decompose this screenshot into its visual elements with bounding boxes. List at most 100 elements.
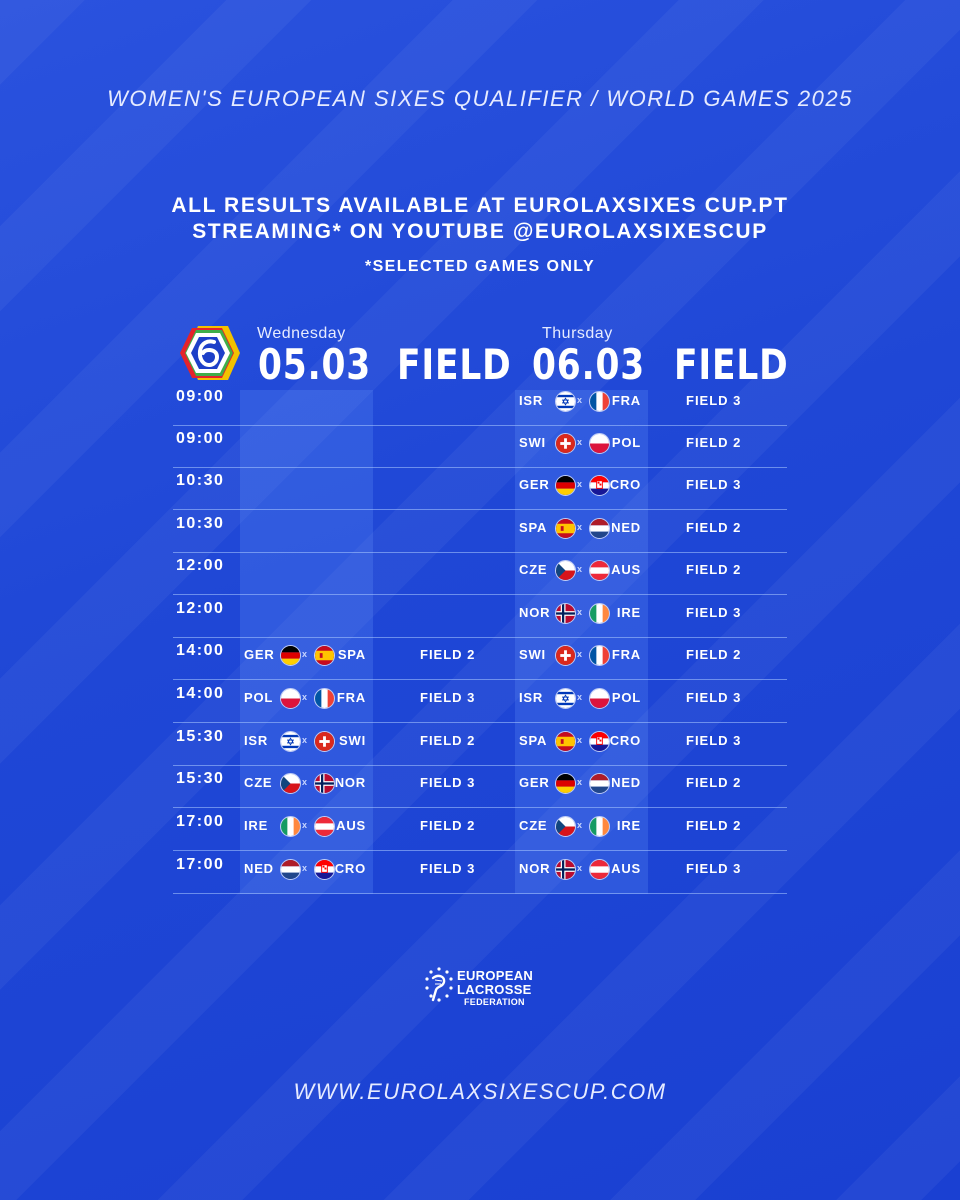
match-cell[interactable]: CZE x NOR xyxy=(240,771,370,795)
versus-mark: x xyxy=(577,777,583,787)
norway-flag-icon xyxy=(555,603,576,624)
day2-field: FIELD 2 xyxy=(686,520,742,535)
team-away: AUS xyxy=(611,861,641,876)
team-away: FRA xyxy=(611,647,641,662)
match-cell[interactable]: POL x FRA xyxy=(240,686,370,710)
croatia-flag-icon xyxy=(589,731,610,752)
match-cell[interactable]: NOR x IRE xyxy=(515,601,645,625)
day2-name: Thursday xyxy=(542,325,613,342)
versus-mark: x xyxy=(577,649,583,659)
croatia-flag-icon xyxy=(589,475,610,496)
ireland-flag-icon xyxy=(280,816,301,837)
match-time: 17:00 xyxy=(176,813,225,830)
team-away: CRO xyxy=(609,733,641,748)
versus-mark: x xyxy=(577,863,583,873)
selected-games-note: *SELECTED GAMES ONLY xyxy=(364,258,596,275)
versus-mark: x xyxy=(577,522,583,532)
netherlands-flag-icon xyxy=(280,859,301,880)
table-row: 09:00 ISR x FRA FIELD 3 xyxy=(173,383,787,426)
team-home: CZE xyxy=(244,775,273,790)
match-cell[interactable]: NOR x AUS xyxy=(515,857,645,881)
federation-name-line2: LACROSSE xyxy=(457,982,532,997)
team-home: GER xyxy=(244,647,275,662)
match-time: 14:00 xyxy=(176,685,225,702)
croatia-flag-icon xyxy=(314,859,335,880)
match-cell[interactable]: NED x CRO xyxy=(240,857,370,881)
match-cell[interactable]: GER x CRO xyxy=(515,473,645,497)
poland-flag-icon xyxy=(589,433,610,454)
match-cell[interactable]: IRE x AUS xyxy=(240,814,370,838)
match-time: 15:30 xyxy=(176,770,225,787)
match-time: 10:30 xyxy=(176,472,225,489)
team-home: SPA xyxy=(519,733,548,748)
table-row: 12:00 CZE x AUS FIELD 2 xyxy=(173,552,787,595)
lacrosse-federation-icon xyxy=(425,967,453,1002)
match-cell[interactable]: SPA x NED xyxy=(515,516,645,540)
table-row: 15:30 CZE x NOR FIELD 3 GER x NED FIELD 2 xyxy=(173,765,787,808)
day2-field: FIELD 2 xyxy=(686,435,742,450)
versus-mark: x xyxy=(302,777,308,787)
day1-field: FIELD 3 xyxy=(420,775,476,790)
team-away: AUS xyxy=(611,562,641,577)
germany-flag-icon xyxy=(555,773,576,794)
day1-field: FIELD 3 xyxy=(420,690,476,705)
results-line: ALL RESULTS AVAILABLE AT EUROLAXSIXES CU… xyxy=(171,194,789,217)
match-cell[interactable]: ISR x POL xyxy=(515,686,645,710)
team-away: FRA xyxy=(611,393,641,408)
match-time: 14:00 xyxy=(176,642,225,659)
federation-logo: EUROPEAN LACROSSE FEDERATION xyxy=(424,966,540,1010)
match-cell[interactable]: CZE x AUS xyxy=(515,558,645,582)
netherlands-flag-icon xyxy=(589,773,610,794)
spain-flag-icon xyxy=(555,518,576,539)
israel-flag-icon xyxy=(555,391,576,412)
table-row: 10:30 SPA x NED FIELD 2 xyxy=(173,510,787,553)
match-cell[interactable]: SPA x CRO xyxy=(515,729,645,753)
austria-flag-icon xyxy=(589,859,610,880)
team-home: POL xyxy=(244,690,274,705)
france-flag-icon xyxy=(589,645,610,666)
team-home: SWI xyxy=(519,435,546,450)
versus-mark: x xyxy=(577,692,583,702)
versus-mark: x xyxy=(302,649,308,659)
team-away: NED xyxy=(611,520,641,535)
versus-mark: x xyxy=(577,735,583,745)
day2-column-highlight xyxy=(515,390,648,894)
team-home: IRE xyxy=(244,818,269,833)
team-home: ISR xyxy=(519,393,544,408)
team-home: NOR xyxy=(519,861,551,876)
match-cell[interactable]: ISR x SWI xyxy=(240,729,370,753)
day2-field: FIELD 3 xyxy=(686,690,742,705)
switzerland-flag-icon xyxy=(555,645,576,666)
ireland-flag-icon xyxy=(589,603,610,624)
match-time: 12:00 xyxy=(176,557,225,574)
match-time: 10:30 xyxy=(176,515,225,532)
day2-field-header: FIELD xyxy=(674,340,789,389)
czechia-flag-icon xyxy=(555,560,576,581)
day2-field: FIELD 2 xyxy=(686,647,742,662)
table-row: 17:00 NED x CRO FIELD 3 NOR x AUS FIELD 3 xyxy=(173,851,787,894)
table-row: 09:00 SWI x POL FIELD 2 xyxy=(173,425,787,468)
austria-flag-icon xyxy=(314,816,335,837)
team-away: CRO xyxy=(334,861,366,876)
day2-field: FIELD 3 xyxy=(686,733,742,748)
sixes-logo-icon xyxy=(180,326,240,380)
day2-field: FIELD 2 xyxy=(686,562,742,577)
match-cell[interactable]: CZE x IRE xyxy=(515,814,645,838)
day2-date: 06.03 xyxy=(532,340,646,389)
match-cell[interactable]: SWI x POL xyxy=(515,431,645,455)
germany-flag-icon xyxy=(555,475,576,496)
spain-flag-icon xyxy=(555,731,576,752)
day1-field-header: FIELD xyxy=(397,340,512,389)
match-time: 12:00 xyxy=(176,600,225,617)
website-link[interactable]: WWW.EUROLAXSIXESCUP.COM xyxy=(293,1079,667,1104)
team-away: AUS xyxy=(336,818,366,833)
versus-mark: x xyxy=(577,607,583,617)
match-cell[interactable]: GER x NED xyxy=(515,771,645,795)
switzerland-flag-icon xyxy=(555,433,576,454)
germany-flag-icon xyxy=(280,645,301,666)
match-cell[interactable]: GER x SPA xyxy=(240,643,370,667)
team-home: ISR xyxy=(519,690,544,705)
day2-field: FIELD 2 xyxy=(686,818,742,833)
match-cell[interactable]: SWI x FRA xyxy=(515,643,645,667)
match-cell[interactable]: ISR x FRA xyxy=(515,389,645,413)
